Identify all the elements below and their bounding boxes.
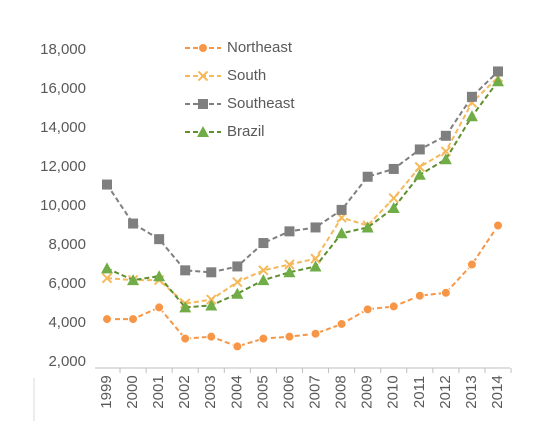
marker: [440, 146, 452, 157]
marker: [153, 270, 166, 282]
y-tick-label: 10,000: [40, 197, 86, 214]
x-tick-label: 2002: [176, 375, 193, 408]
marker: [387, 201, 400, 213]
marker: [231, 287, 244, 299]
marker: [439, 153, 452, 165]
x-tick-label: 2000: [124, 375, 141, 408]
y-tick-label: 18,000: [40, 41, 86, 58]
marker: [440, 130, 451, 141]
marker: [440, 287, 451, 298]
marker: [284, 226, 295, 237]
x-tick-label: 2003: [202, 375, 219, 408]
marker: [258, 238, 269, 249]
legend-label: South: [227, 67, 266, 84]
marker: [102, 179, 112, 190]
x-tick-label: 2008: [333, 375, 350, 408]
marker: [101, 272, 113, 284]
marker: [362, 171, 373, 182]
marker: [414, 144, 425, 155]
marker: [179, 301, 192, 313]
series-line: [106, 70, 499, 274]
marker: [388, 192, 399, 204]
marker: [336, 318, 347, 329]
marker: [284, 331, 295, 342]
marker: [362, 304, 373, 315]
marker: [180, 333, 191, 344]
x-tick-label: 2007: [307, 375, 324, 408]
marker: [466, 91, 477, 102]
legend-label: Brazil: [227, 123, 265, 140]
marker: [310, 222, 321, 233]
x-tick-label: 2010: [385, 375, 402, 408]
series-line: [106, 80, 499, 309]
marker: [154, 302, 165, 313]
marker: [466, 259, 477, 270]
y-tick-label: 12,000: [40, 158, 86, 175]
marker: [232, 276, 243, 288]
legend-marker: [197, 126, 209, 137]
x-tick-label: 2005: [254, 375, 271, 408]
marker: [310, 253, 321, 264]
x-tick-label: 2013: [463, 375, 480, 408]
x-tick-label: 1999: [98, 375, 115, 408]
legend-label: Southeast: [227, 95, 295, 112]
series-line: [107, 224, 499, 348]
marker: [205, 299, 218, 311]
marker: [232, 341, 243, 352]
marker: [335, 227, 348, 239]
marker: [336, 204, 347, 215]
marker: [257, 274, 270, 286]
x-tick-label: 2009: [359, 375, 376, 408]
x-tick-label: 2011: [411, 376, 428, 408]
marker: [128, 314, 139, 325]
x-tick-label: 2004: [228, 375, 245, 408]
marker: [206, 267, 217, 278]
x-tick-label: 2006: [280, 375, 297, 408]
y-tick-label: 14,000: [40, 119, 86, 136]
x-tick-label: 2001: [150, 375, 167, 408]
y-tick-label: 6,000: [48, 275, 86, 292]
marker: [283, 266, 296, 278]
marker: [206, 331, 217, 342]
marker: [232, 261, 243, 272]
marker: [493, 220, 503, 231]
marker: [284, 259, 295, 270]
y-tick-label: 8,000: [48, 236, 86, 253]
marker: [309, 260, 322, 272]
marker: [310, 328, 321, 339]
legend-marker: [198, 43, 208, 53]
y-tick-label: 4,000: [48, 314, 86, 331]
marker: [388, 163, 399, 174]
series-line: [106, 76, 499, 305]
marker: [414, 161, 426, 173]
y-tick-label: 16,000: [40, 80, 86, 97]
marker: [128, 218, 139, 229]
x-tick-label: 2012: [437, 375, 454, 408]
marker: [127, 274, 140, 286]
marker: [361, 221, 374, 233]
marker: [414, 290, 425, 301]
marker: [101, 262, 113, 274]
marker: [102, 314, 112, 325]
y-tick-label: 2,000: [48, 353, 86, 370]
legend-marker: [198, 99, 208, 109]
marker: [258, 265, 269, 276]
marker: [465, 110, 478, 122]
marker: [413, 168, 426, 180]
legend-label: Northeast: [227, 39, 293, 56]
marker: [258, 333, 269, 344]
marker: [492, 75, 504, 87]
marker: [388, 301, 399, 312]
marker: [154, 234, 165, 245]
legend-marker: [197, 70, 209, 82]
x-tick-label: 2014: [489, 375, 506, 408]
marker: [493, 66, 503, 77]
marker: [180, 265, 191, 276]
